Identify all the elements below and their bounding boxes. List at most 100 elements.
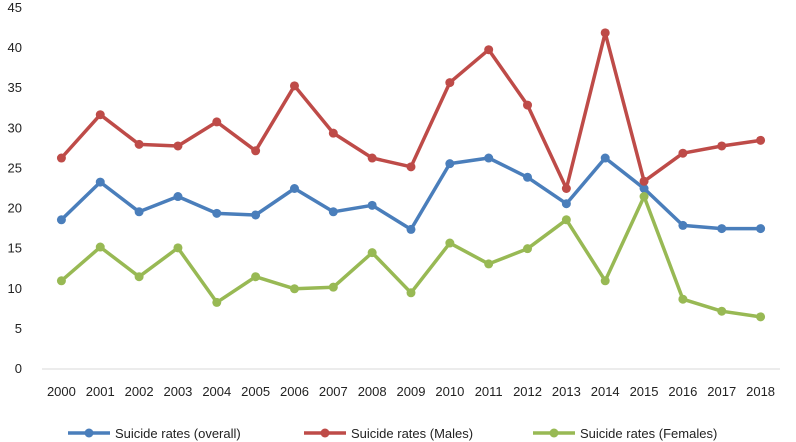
y-tick-label: 15 — [8, 241, 22, 256]
legend-swatch-marker — [320, 428, 330, 438]
x-tick-label: 2009 — [397, 384, 426, 399]
x-tick-label: 2015 — [630, 384, 659, 399]
y-axis-tick-labels: 0 5 10 15 20 25 30 35 40 45 — [8, 0, 22, 376]
x-axis-tick-labels: 2000 2001 2002 2003 2004 2005 2006 2007 2008 2009… — [47, 384, 775, 399]
y-tick-label: 45 — [8, 0, 22, 15]
data-point — [134, 272, 144, 282]
data-point — [212, 208, 222, 218]
x-tick-label: 2010 — [435, 384, 464, 399]
y-tick-label: 25 — [8, 160, 22, 175]
data-point — [56, 276, 66, 286]
data-point — [523, 172, 533, 182]
data-point — [600, 276, 610, 286]
x-tick-label: 2006 — [280, 384, 309, 399]
x-tick-label: 2008 — [358, 384, 387, 399]
y-tick-label: 30 — [8, 120, 22, 135]
data-point — [756, 224, 766, 234]
data-point — [406, 288, 416, 298]
data-point — [367, 248, 377, 258]
data-point — [717, 141, 727, 151]
data-point — [367, 200, 377, 210]
data-point — [678, 294, 688, 304]
data-point — [561, 199, 571, 209]
x-tick-label: 2000 — [47, 384, 76, 399]
data-point — [212, 297, 222, 307]
data-point — [639, 176, 649, 186]
data-point — [678, 220, 688, 230]
data-point — [406, 162, 416, 172]
data-point — [134, 207, 144, 217]
data-point — [600, 28, 610, 38]
data-point — [484, 259, 494, 269]
data-point — [756, 135, 766, 145]
series-0 — [56, 153, 766, 234]
data-point — [173, 243, 183, 253]
data-point — [289, 184, 299, 193]
x-tick-label: 2013 — [552, 384, 581, 399]
data-point — [756, 312, 766, 322]
x-tick-label: 2011 — [475, 384, 503, 399]
series-2 — [56, 192, 766, 322]
legend-swatch-marker — [84, 428, 94, 438]
data-point — [289, 81, 299, 91]
x-tick-label: 2005 — [241, 384, 270, 399]
y-tick-label: 20 — [8, 201, 22, 216]
data-point — [289, 284, 299, 294]
legend: Suicide rates (overall) Suicide rates (Ma… — [68, 426, 717, 441]
data-point — [328, 207, 338, 217]
data-point — [134, 139, 144, 149]
data-point — [328, 282, 338, 292]
x-tick-label: 2001 — [86, 384, 115, 399]
legend-swatch-marker — [549, 428, 559, 438]
x-tick-label: 2007 — [319, 384, 348, 399]
data-point — [600, 153, 610, 163]
legend-item: Suicide rates (overall) — [68, 426, 241, 441]
data-point — [678, 148, 688, 158]
x-tick-label: 2003 — [163, 384, 192, 399]
data-point — [561, 215, 571, 225]
series-line — [59, 194, 763, 319]
data-point — [445, 78, 455, 88]
data-point — [212, 117, 222, 127]
x-tick-label: 2017 — [707, 384, 736, 399]
y-tick-label: 10 — [8, 281, 22, 296]
data-point — [251, 272, 261, 282]
data-point — [484, 45, 494, 55]
legend-label: Suicide rates (overall) — [115, 426, 241, 441]
x-tick-label: 2004 — [202, 384, 231, 399]
data-point — [717, 224, 727, 234]
data-point — [251, 146, 261, 156]
data-point — [95, 242, 105, 252]
data-point — [445, 159, 455, 169]
data-point — [56, 153, 66, 163]
legend-item: Suicide rates (Females) — [533, 426, 717, 441]
data-point — [639, 192, 649, 202]
data-point — [484, 153, 494, 163]
data-point — [173, 141, 183, 151]
data-point — [639, 184, 649, 193]
data-point — [523, 244, 533, 254]
data-point — [367, 153, 377, 163]
data-point — [445, 238, 455, 248]
x-tick-label: 2016 — [668, 384, 697, 399]
data-point — [173, 192, 183, 202]
data-point — [717, 306, 727, 316]
y-tick-label: 40 — [8, 40, 22, 55]
series-lines — [56, 28, 766, 322]
series-1 — [56, 28, 766, 193]
data-point — [56, 215, 66, 225]
data-point — [95, 110, 105, 120]
x-tick-label: 2012 — [513, 384, 542, 399]
x-tick-label: 2018 — [746, 384, 775, 399]
legend-label: Suicide rates (Females) — [580, 426, 717, 441]
data-point — [406, 224, 416, 234]
x-tick-label: 2014 — [591, 384, 620, 399]
legend-item: Suicide rates (Males) — [304, 426, 473, 441]
y-tick-label: 0 — [15, 361, 22, 376]
y-tick-label: 5 — [15, 321, 22, 336]
data-point — [328, 128, 338, 138]
data-point — [95, 177, 105, 187]
x-tick-label: 2002 — [125, 384, 154, 399]
data-point — [251, 210, 261, 220]
